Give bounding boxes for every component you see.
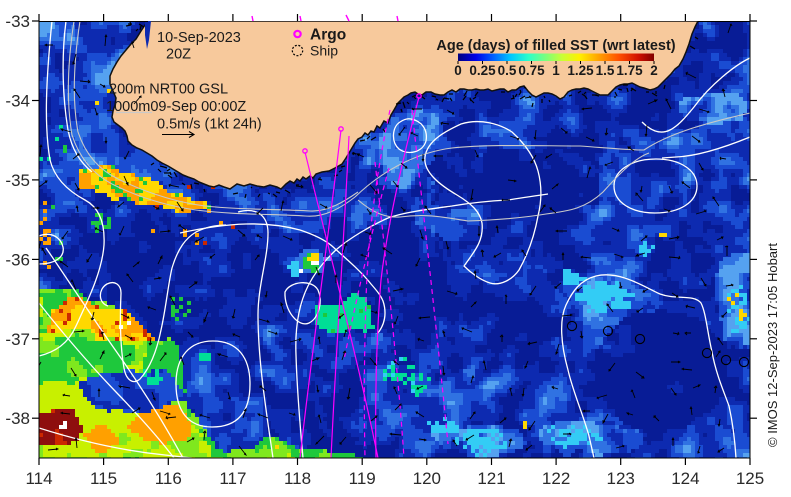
svg-text:-38: -38 [5,409,30,428]
svg-text:125: 125 [736,469,764,488]
svg-text:122: 122 [542,469,570,488]
svg-text:200m NRT00 GSL: 200m NRT00 GSL [109,82,228,98]
svg-text:117: 117 [219,469,246,488]
svg-text:Age (days) of filled SST (wrt: Age (days) of filled SST (wrt latest) [436,38,675,54]
svg-text:0: 0 [454,63,462,78]
svg-text:1000m09-Sep 00:00Z: 1000m09-Sep 00:00Z [106,99,246,115]
svg-text:114: 114 [25,469,52,488]
svg-text:-33: -33 [5,12,30,31]
svg-text:2: 2 [650,63,658,78]
svg-text:116: 116 [155,469,182,488]
svg-text:121: 121 [477,469,505,488]
svg-text:0.25: 0.25 [469,63,496,78]
svg-text:20Z: 20Z [166,47,191,63]
svg-text:-37: -37 [5,330,30,349]
svg-text:115: 115 [90,469,117,488]
svg-text:© IMOS 12-Sep-2023 17:05 Hobar: © IMOS 12-Sep-2023 17:05 Hobart [765,243,780,447]
svg-text:118: 118 [284,469,311,488]
svg-text:124: 124 [671,469,699,488]
svg-text:1: 1 [552,63,560,78]
svg-text:Argo: Argo [310,27,346,44]
svg-text:-35: -35 [5,171,30,190]
svg-text:120: 120 [413,469,441,488]
svg-text:1.75: 1.75 [616,63,643,78]
svg-text:1.25: 1.25 [567,63,594,78]
svg-text:-36: -36 [5,250,30,269]
svg-text:123: 123 [607,469,635,488]
svg-text:10-Sep-2023: 10-Sep-2023 [157,30,241,46]
svg-text:-34: -34 [5,92,30,111]
svg-text:Ship: Ship [310,43,338,59]
svg-text:0.75: 0.75 [518,63,545,78]
svg-text:1.5: 1.5 [596,63,615,78]
svg-text:119: 119 [349,469,376,488]
svg-text:0.5: 0.5 [498,63,517,78]
svg-text:0.5m/s (1kt 24h): 0.5m/s (1kt 24h) [157,117,262,133]
